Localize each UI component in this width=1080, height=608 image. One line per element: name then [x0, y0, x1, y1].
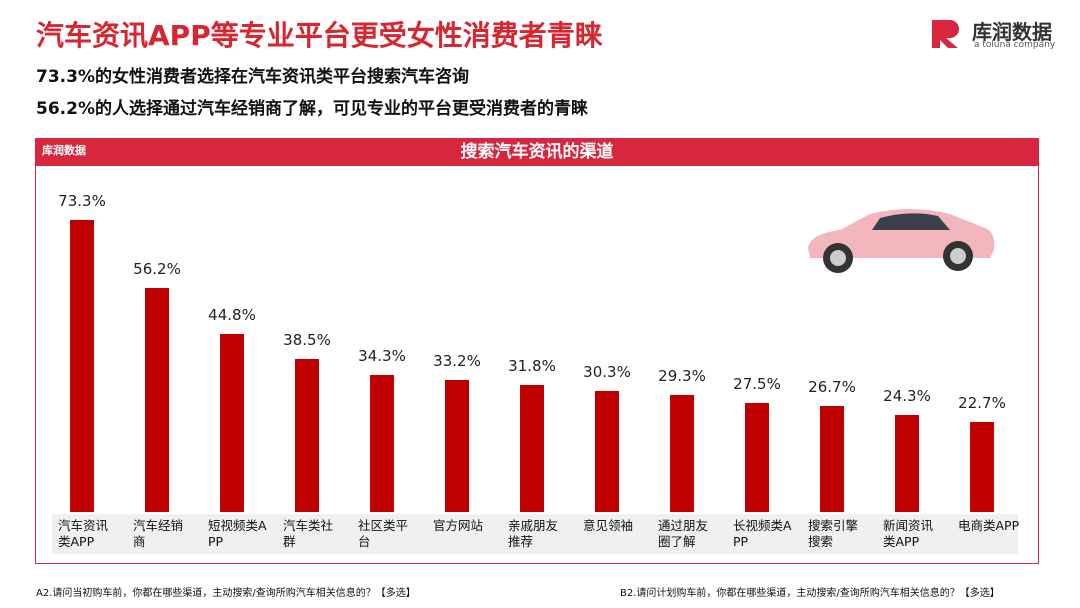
- category-label: 短视频类APP: [208, 518, 267, 549]
- category-label: 新闻资讯类APP: [883, 518, 934, 549]
- value-label: 56.2%: [133, 260, 181, 279]
- category-label: 意见领袖: [583, 518, 634, 533]
- category-label: 汽车经销商: [133, 518, 184, 549]
- value-label: 44.8%: [208, 305, 256, 324]
- value-label: 34.3%: [358, 347, 406, 366]
- bar: [820, 405, 844, 512]
- category-label: 汽车类社群: [283, 518, 334, 549]
- category-label: 社区类平台: [358, 518, 409, 549]
- value-label: 30.3%: [583, 363, 631, 382]
- category-label: 亲戚朋友推荐: [508, 518, 559, 549]
- value-label: 38.5%: [283, 330, 331, 349]
- footnote: A2.请问当初购车前，你都在哪些渠道，主动搜索/查询所购汽车相关信息的？【多选】: [36, 588, 416, 599]
- footnote: B2.请问计划购车前，你都在哪些渠道，主动搜索/查询所购汽车相关信息的？【多选】: [620, 588, 1000, 599]
- bar: [520, 385, 544, 512]
- category-label: 汽车资讯类APP: [58, 518, 109, 549]
- chart-header: [35, 138, 1039, 166]
- category-label: 电商类APP: [958, 518, 1020, 533]
- subtitle: 56.2%的人选择通过汽车经销商了解，可见专业的平台更受消费者的青睐: [36, 99, 588, 119]
- logo-mark: [932, 20, 959, 48]
- header-logo: 库润数据: [42, 144, 86, 157]
- bar: [445, 379, 469, 512]
- title: 汽车资讯APP等专业平台更受女性消费者青睐: [36, 19, 603, 52]
- brand-tagline: a toluna company: [974, 40, 1056, 50]
- bar: [220, 333, 244, 512]
- bar: [370, 375, 394, 512]
- bar: [70, 220, 94, 512]
- value-label: 73.3%: [58, 192, 106, 211]
- bar: [895, 415, 919, 512]
- chart-title: 搜索汽车资讯的渠道: [460, 142, 614, 162]
- value-label: 31.8%: [508, 357, 556, 376]
- bar: [745, 402, 769, 512]
- bar: [145, 288, 169, 512]
- car-illustration: [808, 209, 995, 273]
- bar: [595, 391, 619, 512]
- value-label: 26.7%: [808, 377, 856, 396]
- category-band: [52, 514, 1018, 554]
- value-label: 22.7%: [958, 393, 1006, 412]
- value-label: 24.3%: [883, 387, 931, 406]
- category-label: 官方网站: [433, 518, 484, 533]
- bar: [670, 395, 694, 512]
- value-label: 27.5%: [733, 374, 781, 393]
- category-label: 长视频类APP: [733, 518, 792, 549]
- bar: [295, 358, 319, 512]
- value-label: 29.3%: [658, 367, 706, 386]
- brand-name: 库润数据: [972, 20, 1052, 44]
- category-label: 搜索引擎搜索: [808, 518, 859, 549]
- value-label: 33.2%: [433, 351, 481, 370]
- category-label: 通过朋友圈了解: [658, 518, 709, 549]
- bar: [970, 421, 994, 512]
- subtitle: 73.3%的女性消费者选择在汽车资讯类平台搜索汽车咨询: [36, 67, 469, 87]
